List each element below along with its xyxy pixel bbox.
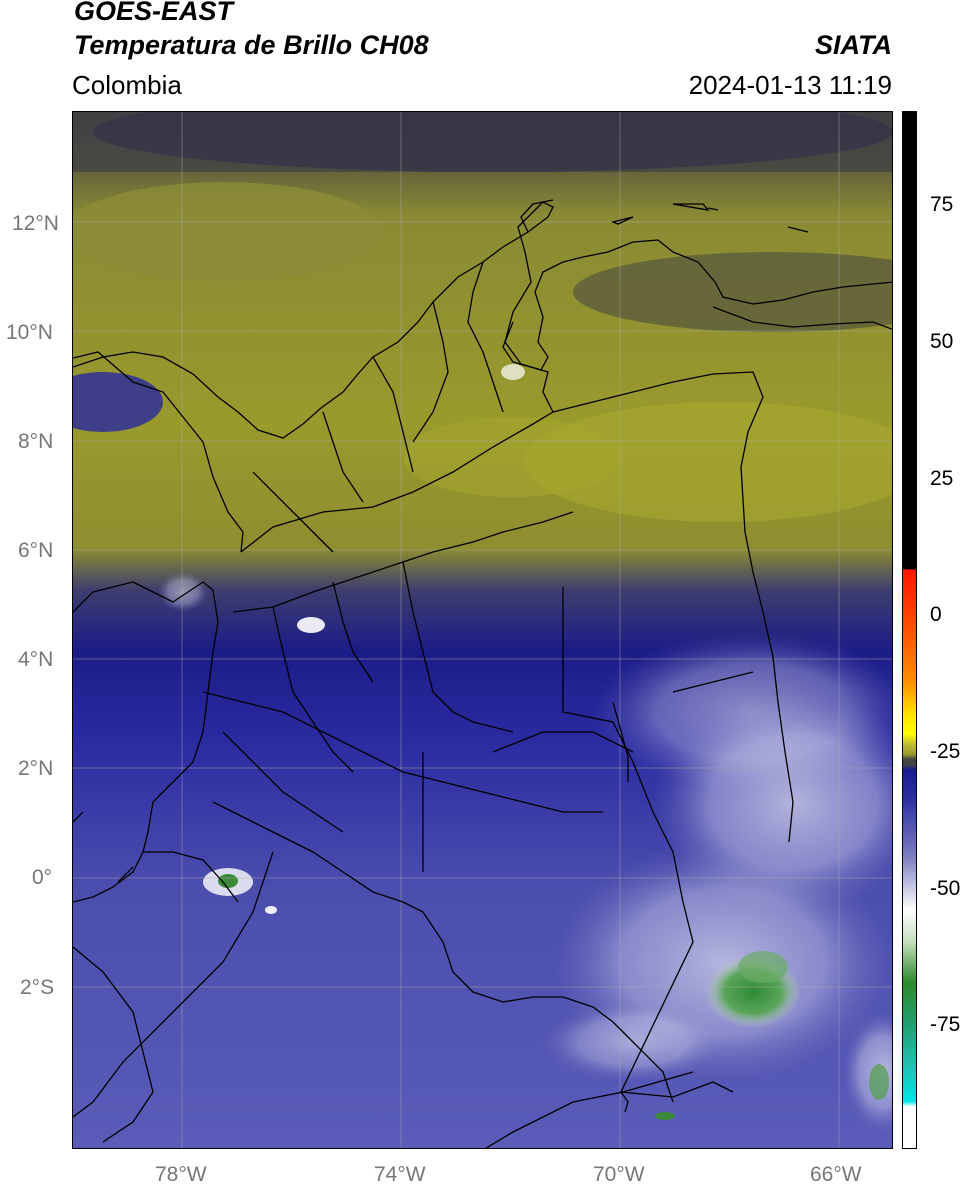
colorbar-label-minus75: -75 [930, 1013, 961, 1036]
org-label: SIATA [815, 30, 892, 60]
colorbar-label-25: 25 [930, 467, 954, 490]
lon-label-74w: 74°W [374, 1163, 426, 1186]
satellite-map[interactable] [72, 111, 893, 1149]
lat-label-8n: 8°N [18, 430, 54, 453]
colorbar-label-minus25: -25 [930, 740, 961, 763]
country-borders [73, 199, 892, 1148]
colorbar [902, 111, 917, 1149]
datetime-label: 2024-01-13 11:19 [688, 70, 892, 100]
lon-label-66w: 66°W [810, 1163, 862, 1186]
lat-label-2n: 2°N [18, 757, 54, 780]
lat-label-0: 0° [32, 866, 53, 889]
lon-label-78w: 78°W [155, 1163, 207, 1186]
map-canvas [73, 112, 892, 1148]
colorbar-scale [903, 112, 916, 1148]
colorbar-label-50: 50 [930, 330, 954, 353]
colorbar-label-minus50: -50 [930, 877, 961, 900]
lon-label-70w: 70°W [593, 1163, 645, 1186]
lat-label-6n: 6°N [18, 539, 54, 562]
lat-label-12n: 12°N [12, 212, 59, 235]
lat-label-2s: 2°S [20, 976, 55, 999]
lat-label-10n: 10°N [6, 321, 53, 344]
satellite-title: GOES-EAST [74, 0, 234, 26]
region-label: Colombia [72, 70, 182, 100]
product-title: Temperatura de Brillo CH08 [74, 30, 429, 60]
lat-label-4n: 4°N [18, 648, 54, 671]
colorbar-label-75: 75 [930, 193, 954, 216]
colorbar-label-0: 0 [930, 603, 942, 626]
